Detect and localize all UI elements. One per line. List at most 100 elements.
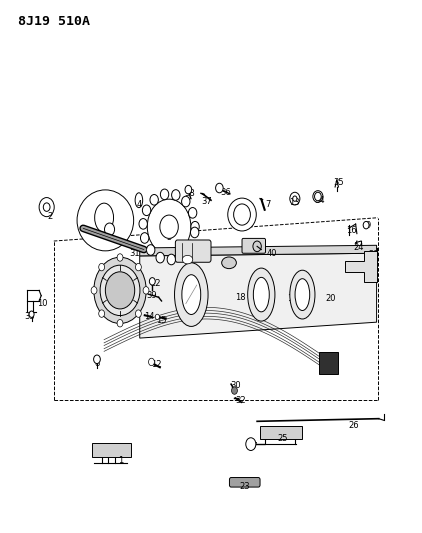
Text: 39: 39 [146, 291, 157, 300]
Text: 11: 11 [121, 268, 132, 277]
Circle shape [99, 263, 105, 271]
Circle shape [190, 227, 199, 238]
Circle shape [246, 438, 256, 450]
Text: 13: 13 [289, 198, 300, 207]
Ellipse shape [77, 190, 134, 251]
Circle shape [135, 310, 141, 317]
Circle shape [143, 287, 149, 294]
Circle shape [150, 195, 158, 205]
Ellipse shape [228, 198, 256, 231]
Circle shape [155, 314, 160, 319]
Circle shape [293, 196, 297, 201]
Circle shape [253, 241, 261, 252]
Ellipse shape [182, 255, 193, 264]
Circle shape [314, 192, 321, 201]
Text: 19: 19 [287, 294, 298, 303]
Circle shape [141, 233, 149, 243]
FancyBboxPatch shape [176, 240, 211, 262]
Text: 8J19 510A: 8J19 510A [18, 14, 90, 28]
Circle shape [43, 203, 50, 212]
Text: 31: 31 [130, 249, 140, 259]
Text: 7: 7 [265, 200, 271, 209]
Circle shape [363, 221, 369, 229]
Circle shape [105, 223, 115, 236]
Circle shape [39, 198, 54, 216]
Text: 27: 27 [248, 442, 258, 451]
Circle shape [178, 250, 186, 261]
Polygon shape [345, 251, 376, 282]
Text: 2: 2 [47, 212, 52, 221]
Text: 5: 5 [166, 233, 172, 242]
Text: 10: 10 [37, 299, 48, 308]
Ellipse shape [290, 270, 315, 319]
Circle shape [135, 263, 141, 271]
Text: 6: 6 [240, 216, 246, 225]
Ellipse shape [295, 279, 310, 311]
FancyBboxPatch shape [260, 425, 303, 439]
Ellipse shape [313, 191, 323, 203]
Text: 20: 20 [325, 294, 336, 303]
Text: 29: 29 [368, 251, 379, 260]
Text: 36: 36 [220, 188, 231, 197]
Circle shape [147, 199, 191, 254]
Circle shape [181, 196, 190, 207]
Circle shape [172, 190, 180, 200]
Circle shape [29, 311, 34, 317]
Text: 15: 15 [156, 316, 167, 325]
Circle shape [290, 192, 300, 205]
Text: 14: 14 [144, 312, 154, 321]
Circle shape [117, 319, 123, 327]
Circle shape [117, 254, 123, 261]
Ellipse shape [175, 263, 208, 326]
Text: 34: 34 [315, 196, 325, 205]
Circle shape [149, 358, 154, 366]
Circle shape [160, 215, 179, 238]
Text: 23: 23 [239, 482, 250, 491]
Text: 35: 35 [333, 178, 344, 187]
Circle shape [191, 221, 199, 232]
Circle shape [156, 252, 165, 263]
Ellipse shape [94, 257, 146, 324]
Ellipse shape [135, 193, 143, 208]
Circle shape [185, 185, 192, 194]
Text: 40: 40 [267, 249, 277, 259]
Text: 21: 21 [187, 254, 197, 263]
Circle shape [232, 387, 238, 394]
Circle shape [106, 272, 135, 309]
Text: 8: 8 [94, 359, 100, 367]
Circle shape [167, 254, 176, 265]
Text: 33: 33 [24, 312, 35, 321]
Text: 9: 9 [365, 221, 371, 230]
FancyBboxPatch shape [319, 352, 338, 374]
Text: 22: 22 [150, 279, 161, 288]
FancyBboxPatch shape [230, 478, 260, 487]
Text: 18: 18 [235, 293, 246, 302]
Ellipse shape [222, 257, 236, 269]
Circle shape [234, 204, 250, 225]
Polygon shape [140, 245, 376, 256]
Text: 16: 16 [346, 226, 357, 235]
Circle shape [146, 245, 155, 255]
Text: 12: 12 [151, 360, 162, 369]
FancyBboxPatch shape [242, 238, 265, 253]
Circle shape [216, 183, 223, 193]
Text: 37: 37 [201, 197, 212, 206]
Ellipse shape [248, 268, 275, 321]
Text: 26: 26 [348, 421, 359, 430]
Text: 1: 1 [118, 456, 124, 465]
Ellipse shape [182, 274, 201, 314]
Polygon shape [140, 253, 376, 338]
Circle shape [160, 189, 169, 200]
Circle shape [94, 355, 100, 364]
Text: 17: 17 [254, 243, 265, 252]
Ellipse shape [95, 203, 114, 232]
Ellipse shape [253, 277, 269, 312]
Circle shape [142, 205, 151, 216]
Text: 3: 3 [106, 231, 111, 240]
Text: 24: 24 [353, 243, 364, 252]
Circle shape [189, 207, 197, 218]
Text: 28: 28 [251, 245, 261, 254]
Ellipse shape [100, 265, 140, 316]
Circle shape [149, 278, 155, 285]
Text: 4: 4 [137, 200, 142, 209]
